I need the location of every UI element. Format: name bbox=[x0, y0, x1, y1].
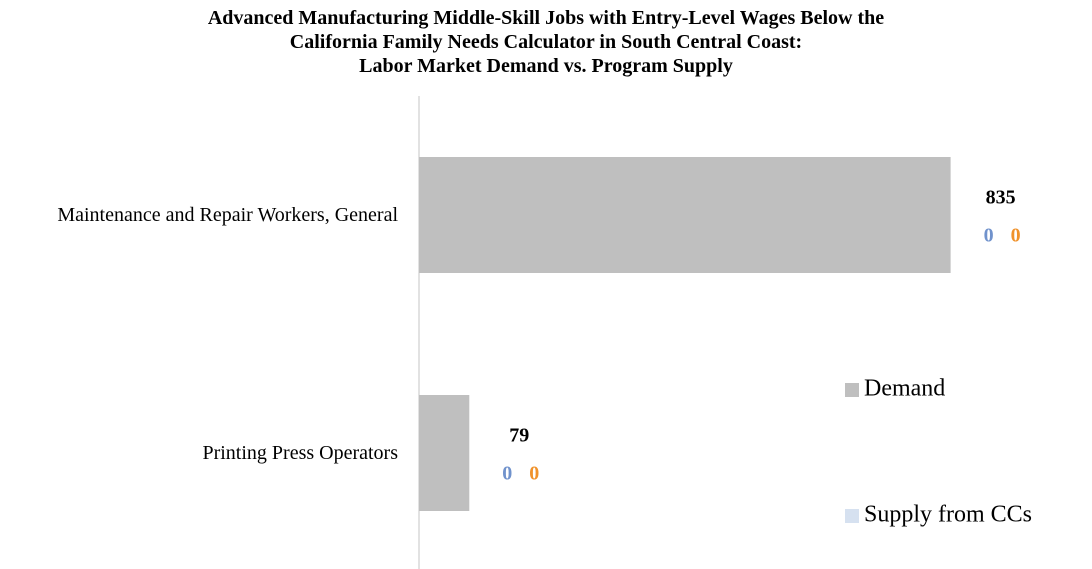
bar bbox=[419, 395, 470, 511]
data-label: 0 bbox=[529, 463, 539, 485]
bar bbox=[419, 157, 951, 273]
data-label: 0 bbox=[502, 463, 512, 485]
data-label: 0 bbox=[984, 225, 994, 247]
legend-label: Demand bbox=[864, 376, 945, 402]
data-label: 0 bbox=[1011, 225, 1021, 247]
legend-label: Supply from CCs bbox=[864, 502, 1032, 528]
data-label: 79 bbox=[509, 425, 529, 447]
legend-swatch bbox=[845, 509, 859, 523]
legend-swatch bbox=[845, 383, 859, 397]
data-label: 835 bbox=[986, 187, 1016, 209]
y-tick-label: Maintenance and Repair Workers, General bbox=[57, 204, 398, 226]
y-tick-label: Printing Press Operators bbox=[202, 442, 398, 464]
chart-title: Advanced Manufacturing Middle-Skill Jobs… bbox=[207, 7, 885, 77]
